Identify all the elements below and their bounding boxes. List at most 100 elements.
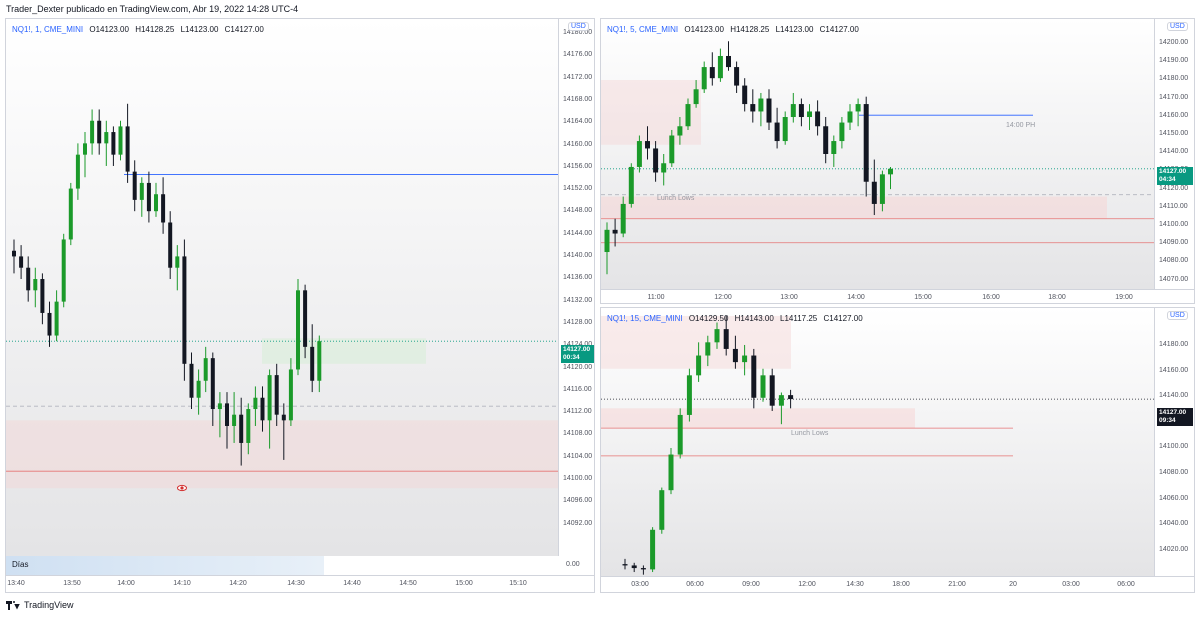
time-scale[interactable]: 13:40 13:50 14:00 14:10 14:20 14:30 14:40 14:50… [6,575,594,592]
chart-panel-1m[interactable]: NQ1!, 1, CME_MINI O14123.00 H14128.25 L1… [5,18,595,593]
price-scale[interactable]: 14180.0014160.0014140.0014120.0014100.00… [1154,308,1194,576]
price-tick-label: 14180.00 [563,29,593,36]
candle [701,61,707,93]
symbol-label[interactable]: NQ1!, 5, CME_MINI [607,25,679,34]
symbol-label[interactable]: NQ1!, 15, CME_MINI [607,314,683,323]
tradingview-brand: TradingView [24,600,74,610]
tradingview-logo-icon [6,600,20,610]
candle [303,284,308,359]
chart-panel-15m[interactable]: NQ1!, 15, CME_MINI O14129.50 H14143.00 L… [600,307,1195,593]
price-scale[interactable]: 14180.00 14176.00 14172.00 14168.00 14164.00… [558,19,594,556]
time-tick-label: 12:00 [714,294,732,301]
price-tick-label: 14100.00 [1159,221,1189,228]
candle-body [620,203,626,234]
eye-icon[interactable] [177,484,187,492]
time-tick-label: 12:00 [798,581,816,588]
plot-area[interactable] [601,19,1154,289]
candle-body [246,409,251,443]
candle [604,222,610,275]
price-tick-label: 14104.00 [563,452,593,460]
chart-legend[interactable]: NQ1!, 5, CME_MINI O14123.00 H14128.25 L1… [607,25,863,34]
bar-countdown: 04:34 [1159,176,1176,183]
candle [111,126,116,166]
time-scale[interactable]: 11:00 12:00 13:00 14:00 15:00 16:00 18:00 19:00 [601,289,1194,303]
publish-info: Trader_Dexter publicado en TradingView.c… [6,4,299,14]
price-tick-label: 14136.00 [563,274,593,282]
price-tick-label: 14070.00 [1159,275,1189,283]
price-tick-label: 14150.00 [1159,130,1189,137]
candle-body [790,104,796,118]
candle-body [732,348,738,363]
price-tick-label: 14110.00 [1159,202,1188,210]
price-scale[interactable]: 14200.00 14190.00 14180.00 14170.00 14160.00… [1154,19,1194,289]
time-tick-label: 14:00 [847,294,865,301]
candle-body [19,256,24,268]
candle [650,527,656,573]
currency-button[interactable]: USD [1167,22,1188,31]
candle [661,154,667,186]
candle-body [203,358,208,381]
tradingview-logo[interactable]: TradingView [6,600,74,610]
candle [267,369,272,449]
price-tick-label: 14160.00 [563,140,593,148]
candle-body [40,279,45,313]
candle [168,211,173,280]
plot-area[interactable] [601,308,1154,576]
candle [686,368,692,422]
candle-body [154,194,158,212]
chart-legend[interactable]: NQ1!, 1, CME_MINI O14123.00 H14128.25 L1… [12,25,268,34]
candle [97,109,102,155]
indicator-dias[interactable]: Días [6,556,324,575]
candle-body [210,358,215,410]
price-tick-label: 14168.00 [563,95,593,103]
time-tick-label: 14:10 [173,580,191,587]
symbol-label[interactable]: NQ1!, 1, CME_MINI [12,25,84,34]
price-tick-label: 14176.00 [563,51,593,59]
plot-background [601,308,1154,576]
price-tick-label: 14096.00 [563,497,593,505]
candle-body [701,67,707,90]
candle [182,239,187,381]
candle-body [807,111,812,118]
candle [68,182,73,246]
price-tick-label: 14140.00 [1159,392,1189,400]
candle [668,447,674,495]
time-tick-label: 15:10 [509,580,527,587]
time-tick-label: 13:40 [7,580,25,587]
candle [83,132,87,178]
plot-area[interactable] [6,19,558,556]
price-tick-label: 14172.00 [563,73,593,81]
candle-body [650,529,656,570]
candle [742,344,748,376]
time-tick-label: 18:00 [892,581,910,588]
red-zone [601,80,701,145]
red-zone [601,315,791,369]
candle [732,335,738,369]
price-tick-label: 14180.00 [1159,75,1189,83]
candle [161,177,166,234]
footer: TradingView [0,597,1200,617]
candle-body [47,312,52,336]
candle-body [782,117,788,142]
currency-button[interactable]: USD [568,22,589,31]
candle-body [847,111,853,123]
candle-body [317,341,322,381]
price-tick-label: 14100.00 [1159,443,1189,451]
candle [196,369,201,415]
candle [225,392,229,449]
time-scale[interactable]: 03:00 06:00 09:00 12:00 14:30 18:00 21:00 20 03:… [601,576,1194,592]
time-tick-label: 14:30 [846,581,864,588]
candle [189,352,194,410]
price-tick-label: 14060.00 [1159,494,1189,502]
chart-legend[interactable]: NQ1!, 15, CME_MINI O14129.50 H14143.00 L… [607,314,867,323]
candle [640,565,646,575]
candle [714,322,720,349]
candle-body [823,126,829,154]
currency-button[interactable]: USD [1167,311,1188,320]
candle [659,487,665,534]
chart-panel-5m[interactable]: NQ1!, 5, CME_MINI O14123.00 H14128.25 L1… [600,18,1195,304]
candle-body [274,375,279,415]
time-tick-label: 14:00 [117,580,135,587]
candle-body [75,154,80,189]
last-price-tag: 14127.00 00:34 [561,345,594,363]
